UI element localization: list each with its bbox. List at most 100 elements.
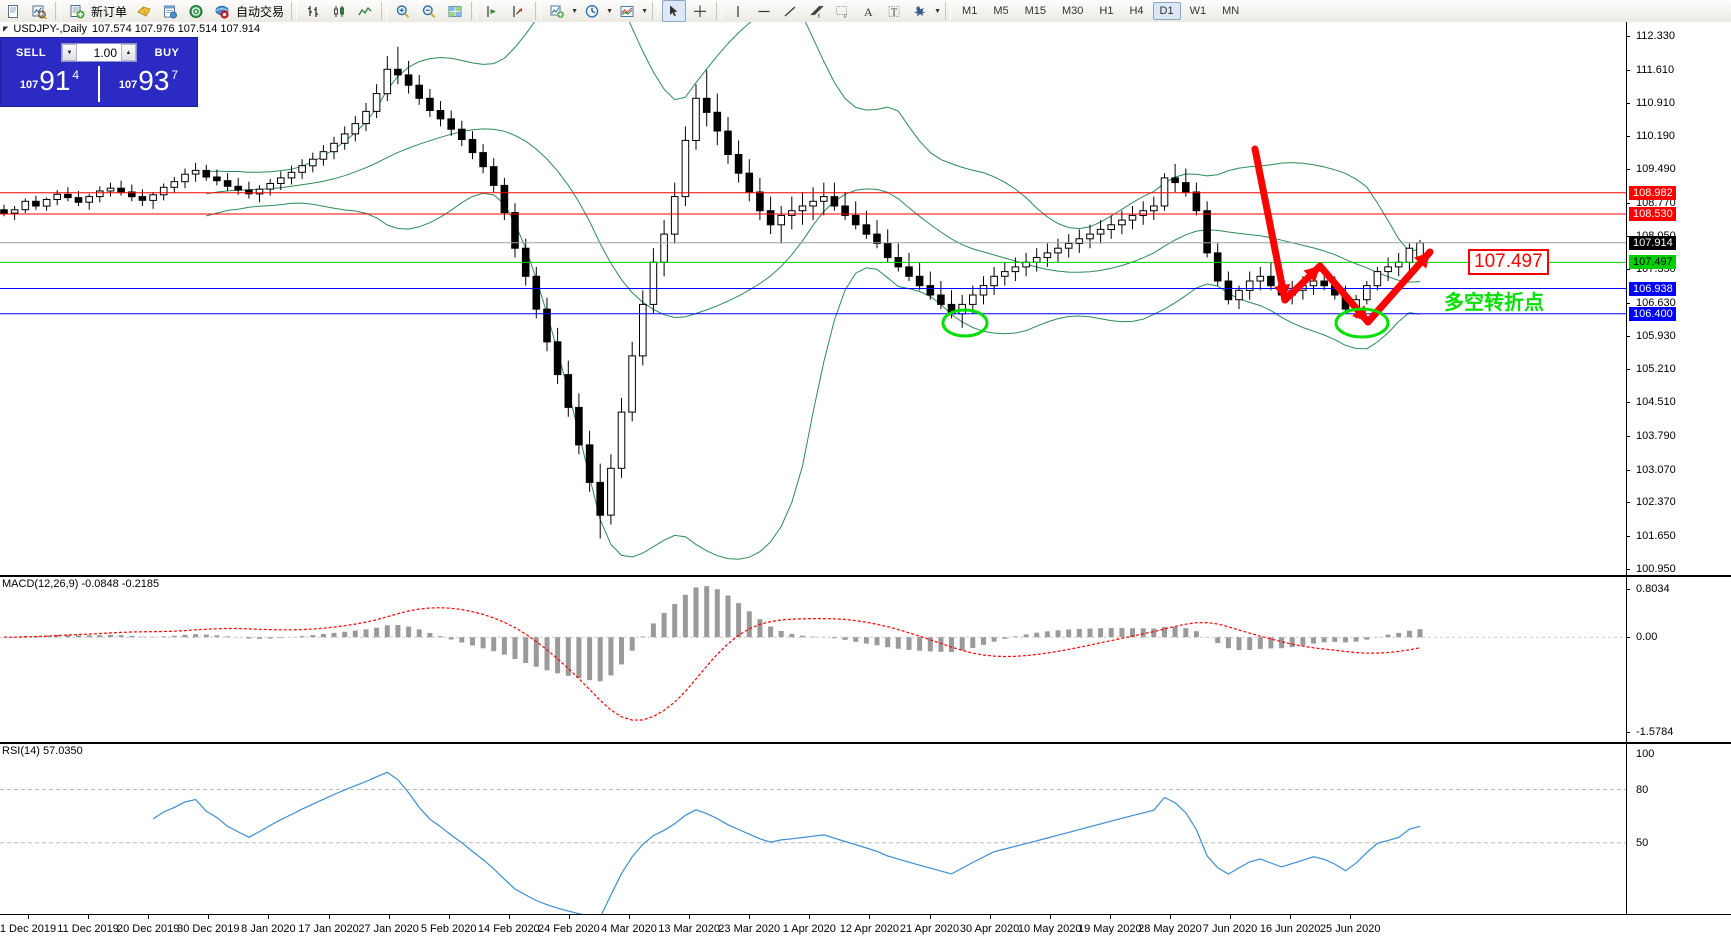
price-tick-label: 109.490 <box>1636 163 1676 176</box>
price-tick <box>1626 469 1630 471</box>
new-chart-icon[interactable] <box>1 0 25 22</box>
templates-icon[interactable] <box>615 0 639 22</box>
indicators-icon[interactable] <box>545 0 569 22</box>
sell-button[interactable]: SELL <box>15 46 47 59</box>
chart-profiles-icon[interactable] <box>27 0 51 22</box>
rsi-label: RSI(14) 57.0350 <box>2 745 83 757</box>
date-tick <box>208 915 210 919</box>
timeframe-button-m5[interactable]: M5 <box>993 5 1009 17</box>
price-level-badge-support-line[interactable]: 107.497 <box>1629 255 1676 270</box>
trade-controls-row: SELL ▼ 1.00 ▲ BUY <box>1 38 197 64</box>
channel-icon[interactable]: F <box>830 0 854 22</box>
shapes-dropdown-caret[interactable]: ▼ <box>934 7 941 15</box>
price-axis[interactable]: 112.330 111.610 110.910 110.190 109.490 108.7… <box>1626 22 1731 577</box>
rsi-tick-label: 80 <box>1636 783 1649 796</box>
date-tick-label: 10 May 2020 <box>1017 923 1082 935</box>
buy-price-display[interactable]: 107 93 7 <box>100 64 197 104</box>
date-tick <box>689 915 691 919</box>
text-icon[interactable]: T <box>882 0 906 22</box>
shapes-icon[interactable] <box>908 0 932 22</box>
data-window-icon[interactable] <box>158 0 182 22</box>
timeframe-button-h4[interactable]: H4 <box>1129 5 1144 17</box>
zoom-in-icon[interactable] <box>391 0 415 22</box>
date-tick-label: 20 Dec 2019 <box>116 923 180 935</box>
date-tick <box>448 915 450 919</box>
auto-trading-label[interactable]: 自动交易 <box>236 4 285 19</box>
timeframe-button-m1[interactable]: M1 <box>962 5 978 17</box>
bar-chart-icon[interactable] <box>301 0 325 22</box>
date-tick <box>1049 915 1051 919</box>
signals-icon[interactable] <box>184 0 208 22</box>
timeframe-button-m30[interactable]: M30 <box>1062 5 1084 17</box>
price-chart-pane[interactable] <box>0 22 1731 577</box>
zoom-out-icon[interactable] <box>417 0 441 22</box>
timeframe-button-mn[interactable]: MN <box>1222 5 1240 17</box>
price-level-badge-support-line[interactable]: 106.938 <box>1629 281 1676 296</box>
grid-icon[interactable] <box>443 0 467 22</box>
macd-tick-label: 0.00 <box>1636 631 1658 644</box>
period-icon[interactable] <box>580 0 604 22</box>
timeframe-group: M1 M5 M15 M30 H1 H4 D1 W1 MN <box>954 2 1247 20</box>
timeframe-button-m15[interactable]: M15 <box>1024 5 1046 17</box>
toolbar-separator <box>55 2 61 20</box>
price-level-badge-resistance-line[interactable]: 108.982 <box>1629 185 1676 200</box>
new-order-icon[interactable] <box>65 0 89 22</box>
macd-axis: 0.8034 0.00 -1.5784 <box>1626 577 1731 742</box>
buy-price-main: 93 <box>138 65 170 96</box>
trendline-icon[interactable] <box>778 0 802 22</box>
period-dropdown-caret[interactable]: ▼ <box>606 7 613 15</box>
volume-input[interactable]: 1.00 <box>93 45 117 60</box>
candlestick-chart-icon[interactable] <box>327 0 351 22</box>
svg-text:A: A <box>864 5 873 19</box>
price-tick <box>1626 136 1630 138</box>
date-tick-label: 25 Jun 2020 <box>1319 923 1381 935</box>
templates-dropdown-caret[interactable]: ▼ <box>641 7 648 15</box>
timeframe-button-d1[interactable]: D1 <box>1152 2 1181 20</box>
fibonacci-icon[interactable]: E <box>804 0 828 22</box>
expert-advisors-icon[interactable] <box>132 0 156 22</box>
price-tick <box>1626 536 1630 538</box>
macd-label: MACD(12,26,9) -0.0848 -0.2185 <box>2 578 160 590</box>
macd-pane[interactable] <box>0 577 1731 742</box>
rsi-pane[interactable] <box>0 744 1731 914</box>
market-icon[interactable] <box>210 0 234 22</box>
rsi-pane-top-border <box>0 742 1731 744</box>
crosshair-icon[interactable] <box>688 0 712 22</box>
price-level-badge-support-line[interactable]: 106.400 <box>1629 306 1676 321</box>
date-tick-label: 24 Feb 2020 <box>538 923 600 935</box>
indicators-dropdown-caret[interactable]: ▼ <box>571 7 578 15</box>
timeframe-button-h1[interactable]: H1 <box>1099 5 1114 17</box>
volume-increase-button[interactable]: ▲ <box>121 44 136 61</box>
price-level-badge-last-price[interactable]: 107.914 <box>1629 235 1676 250</box>
chart-shift-icon[interactable] <box>481 0 505 22</box>
volume-decrease-button[interactable]: ▼ <box>62 44 77 61</box>
rsi-canvas <box>0 771 1627 914</box>
auto-scroll-icon[interactable] <box>507 0 531 22</box>
new-order-label[interactable]: 新订单 <box>91 4 128 19</box>
volume-stepper[interactable]: ▼ 1.00 ▲ <box>61 43 137 62</box>
chart-ohlc-values: 107.574 107.976 107.514 107.914 <box>91 23 261 35</box>
chinese-annotation-label: 多空转折点 <box>1444 289 1544 314</box>
date-tick-label: 30 Dec 2019 <box>177 923 240 935</box>
line-chart-icon[interactable] <box>353 0 377 22</box>
sell-price-display[interactable]: 107 91 4 <box>1 64 98 104</box>
price-tick-label: 101.650 <box>1636 530 1676 543</box>
date-tick <box>328 915 330 919</box>
chart-symbol-header: ◤ USDJPY-,Daily 107.574 107.976 107.514 … <box>0 22 260 36</box>
price-tick-label: 111.610 <box>1636 63 1675 76</box>
toolbar-separator <box>381 2 388 20</box>
price-tick-label: 102.370 <box>1636 496 1676 509</box>
chart-collapse-icon[interactable]: ◤ <box>3 26 9 33</box>
price-tick-label: 103.070 <box>1636 463 1676 476</box>
timeframe-button-w1[interactable]: W1 <box>1189 5 1207 17</box>
cursor-icon[interactable] <box>662 0 687 22</box>
date-axis[interactable]: 1 Dec 2019 11 Dec 2019 20 Dec 2019 30 Dec 2… <box>0 914 1731 942</box>
vertical-line-icon[interactable] <box>726 0 750 22</box>
svg-text:E: E <box>818 14 821 19</box>
text-label-icon[interactable]: A <box>856 0 880 22</box>
buy-button[interactable]: BUY <box>154 46 180 59</box>
toolbar-separator <box>291 2 298 20</box>
price-level-badge-resistance-line[interactable]: 108.530 <box>1629 206 1676 221</box>
horizontal-line-icon[interactable] <box>752 0 776 22</box>
date-tick-label: 21 Apr 2020 <box>899 923 960 935</box>
